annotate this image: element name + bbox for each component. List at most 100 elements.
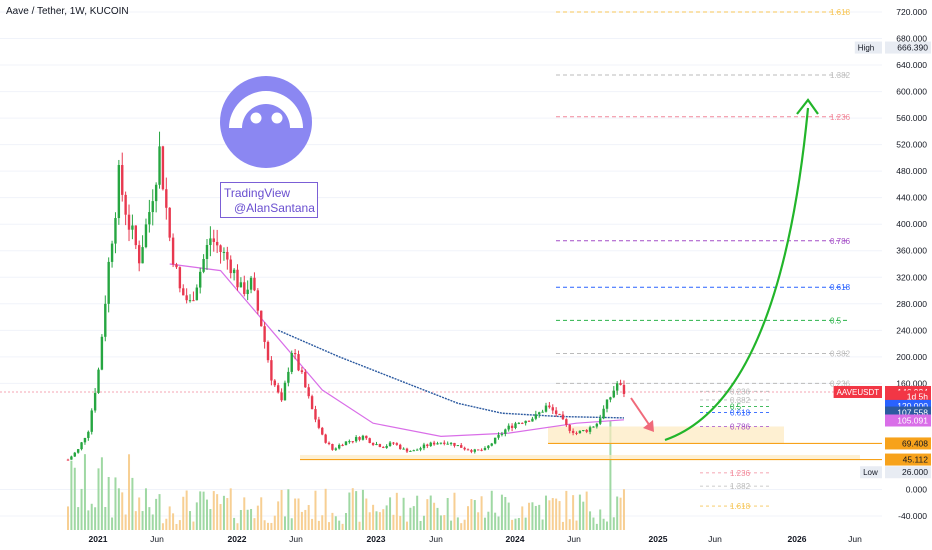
projection-arrows: [630, 98, 819, 442]
candle-body-18: [127, 214, 131, 230]
volume-bar-17: [124, 514, 127, 530]
volume-bar-51: [239, 509, 242, 530]
candle-body-82: [344, 441, 348, 446]
candle-body-25: [151, 201, 154, 213]
candle-body-83: [348, 441, 351, 443]
volume-bar-93: [382, 509, 385, 530]
candle-body-113: [449, 442, 453, 444]
price-tick-15: 0.000: [906, 484, 928, 494]
volume-bar-149: [572, 495, 575, 530]
time-tick-5: Jun: [429, 534, 443, 544]
candle-body-23: [144, 224, 148, 248]
volume-bar-134: [521, 506, 524, 530]
volume-bar-87: [361, 489, 364, 530]
volume-bar-94: [385, 505, 388, 530]
volume-bar-114: [453, 492, 456, 530]
candle-body-128: [500, 433, 504, 435]
price-tick-0: 720.000: [896, 7, 927, 17]
chart-title: Aave / Tether, 1W, KUCOIN: [6, 6, 129, 17]
candle-body-56: [256, 290, 260, 311]
time-tick-2: 2022: [228, 534, 247, 544]
volume-bar-102: [412, 506, 415, 530]
candles: [66, 131, 626, 461]
volume-bar-71: [307, 505, 310, 530]
candle-body-126: [493, 437, 497, 444]
candle-body-92: [378, 444, 382, 447]
volume-bar-26: [155, 498, 158, 530]
volume-bar-81: [341, 523, 344, 530]
price-tick-4: 560.000: [896, 113, 927, 123]
fib-levels: 1.6181.3821.2360.7860.6180.50.3820.2360.…: [556, 8, 851, 511]
projection-arrow-down-head: [643, 420, 654, 432]
price-tick-11: 280.000: [896, 299, 927, 309]
volume-bar-7: [90, 503, 93, 530]
volume-bar-53: [246, 509, 249, 530]
fib-upper-label-5: 0.5: [830, 316, 842, 325]
price-tick-9: 360.000: [896, 246, 927, 256]
volume-bar-14: [114, 477, 117, 530]
price-tag-7: 45.112: [903, 455, 929, 465]
candle-body-49: [232, 269, 236, 274]
candle-body-140: [541, 411, 544, 413]
time-tick-9: Jun: [708, 534, 722, 544]
candle-body-16: [121, 165, 124, 195]
candle-body-148: [568, 424, 571, 431]
fib-upper-label-4: 0.618: [830, 283, 851, 292]
time-tick-1: Jun: [150, 534, 164, 544]
volume-bar-161: [612, 517, 615, 530]
candle-body-37: [192, 300, 195, 302]
volume-bar-141: [544, 495, 547, 530]
volume-bar-130: [507, 502, 510, 530]
candle-body-15: [117, 165, 121, 219]
fib-upper-label-1: 1.382: [830, 71, 851, 80]
candle-body-150: [575, 432, 578, 434]
price-tick-14: 160.000: [896, 378, 927, 388]
volume-bar-129: [504, 496, 507, 530]
candle-body-129: [504, 429, 507, 434]
projection-arrow-up: [664, 107, 810, 442]
candle-body-95: [388, 442, 392, 447]
volume-bar-85: [355, 491, 358, 530]
candle-body-130: [507, 425, 510, 430]
candle-body-6: [87, 431, 90, 438]
volume-bar-67: [294, 498, 297, 530]
candle-body-35: [185, 295, 188, 301]
volume-bar-72: [311, 518, 314, 530]
price-tag-bg-8: [885, 466, 931, 479]
candle-body-34: [182, 288, 185, 296]
candle-body-8: [93, 392, 97, 411]
volume-bar-152: [582, 501, 585, 530]
volume-bar-159: [606, 521, 609, 530]
volume-bar-65: [287, 489, 290, 530]
candle-body-156: [595, 423, 599, 427]
time-axis[interactable]: 2021 Jun 2022 Jun 2023 Jun 2024 Jun 2025 Jun 2026 J…: [89, 534, 863, 544]
candle-body-58: [263, 326, 266, 342]
volume-bar-21: [138, 497, 141, 530]
fib-lower-label-1: 0.382: [730, 396, 751, 405]
volume-bar-3: [77, 507, 80, 530]
candle-body-17: [124, 194, 127, 215]
volume-bar-139: [538, 504, 541, 530]
volume-bar-45: [219, 504, 222, 530]
volume-bar-151: [578, 494, 581, 530]
candle-body-65: [287, 371, 290, 383]
volume-bar-142: [548, 500, 551, 530]
candle-body-98: [399, 444, 402, 449]
candle-body-68: [297, 354, 300, 371]
volume-bar-9: [97, 468, 100, 530]
price-tick-13: 200.000: [896, 352, 927, 362]
volume-bar-120: [473, 500, 476, 530]
volume-bar-138: [534, 505, 537, 530]
price-tag-0: 666.390: [897, 43, 928, 53]
candle-body-94: [385, 446, 388, 448]
volume-bar-82: [344, 513, 347, 530]
candle-body-20: [134, 225, 137, 246]
candle-body-102: [412, 450, 415, 452]
volume-bar-121: [477, 512, 480, 530]
candle-body-33: [178, 267, 182, 289]
volume-bar-41: [205, 499, 208, 530]
volume-bar-160: [609, 420, 612, 530]
fib-upper-label-0: 1.618: [830, 8, 851, 17]
